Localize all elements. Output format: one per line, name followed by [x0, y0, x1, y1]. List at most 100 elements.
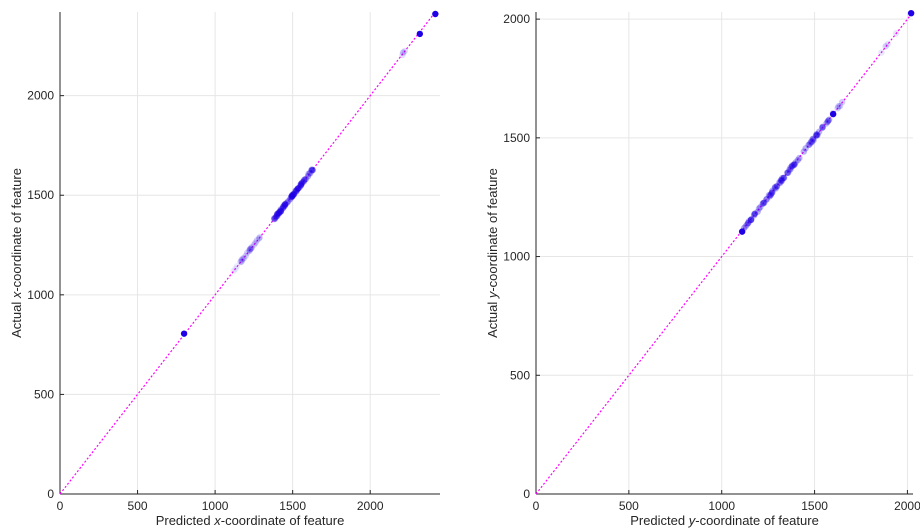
data-point	[288, 192, 295, 199]
data-point	[765, 191, 773, 199]
data-point	[246, 247, 253, 255]
y-axis-label: Actual x-coordinate of feature	[9, 168, 24, 338]
data-point	[825, 117, 832, 124]
data-point	[757, 203, 764, 211]
data-point	[810, 137, 817, 144]
data-point	[252, 239, 259, 246]
data-point	[296, 184, 303, 191]
y-tick-label: 1000	[503, 250, 530, 264]
data-point	[768, 189, 776, 196]
data-point	[281, 201, 289, 208]
data-point	[288, 192, 296, 200]
data-point	[835, 103, 842, 110]
data-point	[761, 199, 768, 206]
data-point	[275, 210, 282, 217]
data-point	[300, 178, 308, 185]
data-point	[778, 178, 785, 185]
data-point	[256, 234, 263, 241]
data-point	[280, 203, 287, 210]
data-point	[308, 167, 315, 174]
data-point	[747, 216, 755, 223]
data-point	[808, 138, 816, 146]
data-point	[780, 174, 787, 182]
data-point	[288, 193, 295, 200]
data-point	[290, 190, 298, 198]
data-point	[805, 141, 812, 149]
data-point	[302, 175, 310, 183]
data-point	[399, 49, 407, 56]
data-point	[297, 181, 305, 188]
data-point	[248, 245, 255, 252]
data-point	[760, 199, 768, 206]
data-point	[274, 211, 281, 218]
data-point	[767, 192, 774, 199]
x-tick-label: 500	[128, 499, 148, 513]
data-point	[305, 170, 312, 177]
y-tick-label: 2000	[503, 12, 530, 26]
data-point	[292, 187, 299, 194]
data-point	[819, 124, 826, 131]
data-point	[747, 216, 755, 224]
data-point	[815, 128, 823, 135]
data-point	[794, 156, 802, 164]
data-point	[309, 166, 316, 174]
data-point	[790, 161, 798, 168]
data-point	[773, 183, 781, 190]
data-point	[238, 258, 245, 265]
data-point	[778, 177, 785, 184]
data-point	[738, 228, 746, 235]
y-tick-label: 0	[523, 487, 530, 501]
data-point	[823, 119, 831, 126]
data-point	[281, 201, 288, 208]
data-point	[242, 252, 249, 259]
data-point	[180, 330, 188, 337]
data-point	[772, 185, 780, 192]
data-point	[773, 182, 781, 190]
data-point	[777, 177, 784, 184]
x-tick-label: 2000	[894, 499, 920, 513]
data-point	[432, 10, 439, 18]
chart-panel-1: 0 500 1000 1500 2000 0 500 1000 1500 2000 Predicte…	[9, 10, 440, 528]
data-point	[813, 132, 820, 139]
y-axis-label: Actual y-coordinate of feature	[485, 168, 500, 338]
data-point	[783, 169, 791, 177]
data-point	[271, 214, 278, 222]
data-point	[772, 183, 779, 191]
data-point	[290, 191, 297, 198]
data-point	[401, 47, 409, 55]
data-point	[290, 191, 298, 198]
data-point	[763, 195, 770, 203]
data-point	[240, 254, 248, 262]
data-point	[416, 30, 424, 38]
data-point	[809, 135, 816, 143]
data-point	[778, 174, 786, 182]
data-point	[755, 205, 763, 212]
data-point	[825, 117, 832, 124]
data-point	[750, 212, 758, 219]
data-point	[280, 204, 287, 211]
data-point	[304, 172, 312, 180]
data-point	[824, 118, 831, 126]
data-point	[819, 123, 826, 130]
data-point	[301, 176, 308, 183]
data-point	[743, 221, 751, 228]
data-point	[788, 162, 796, 169]
data-point	[277, 208, 285, 215]
data-point	[813, 131, 820, 138]
data-point	[298, 180, 305, 187]
data-point	[233, 263, 241, 270]
x-tick-label: 0	[57, 499, 64, 513]
data-point	[763, 196, 770, 203]
data-point	[289, 191, 296, 198]
chart-panel-2: 0 500 1000 1500 2000 0 500 1000 1500 2000 Predicte…	[485, 9, 920, 528]
data-point	[786, 166, 793, 173]
data-point	[283, 199, 291, 206]
data-point	[289, 193, 296, 200]
data-point	[285, 198, 292, 205]
data-point	[275, 209, 283, 217]
data-point	[748, 216, 755, 223]
data-point	[771, 184, 779, 191]
y-tick-label: 1500	[27, 188, 54, 202]
data-point	[288, 193, 296, 200]
